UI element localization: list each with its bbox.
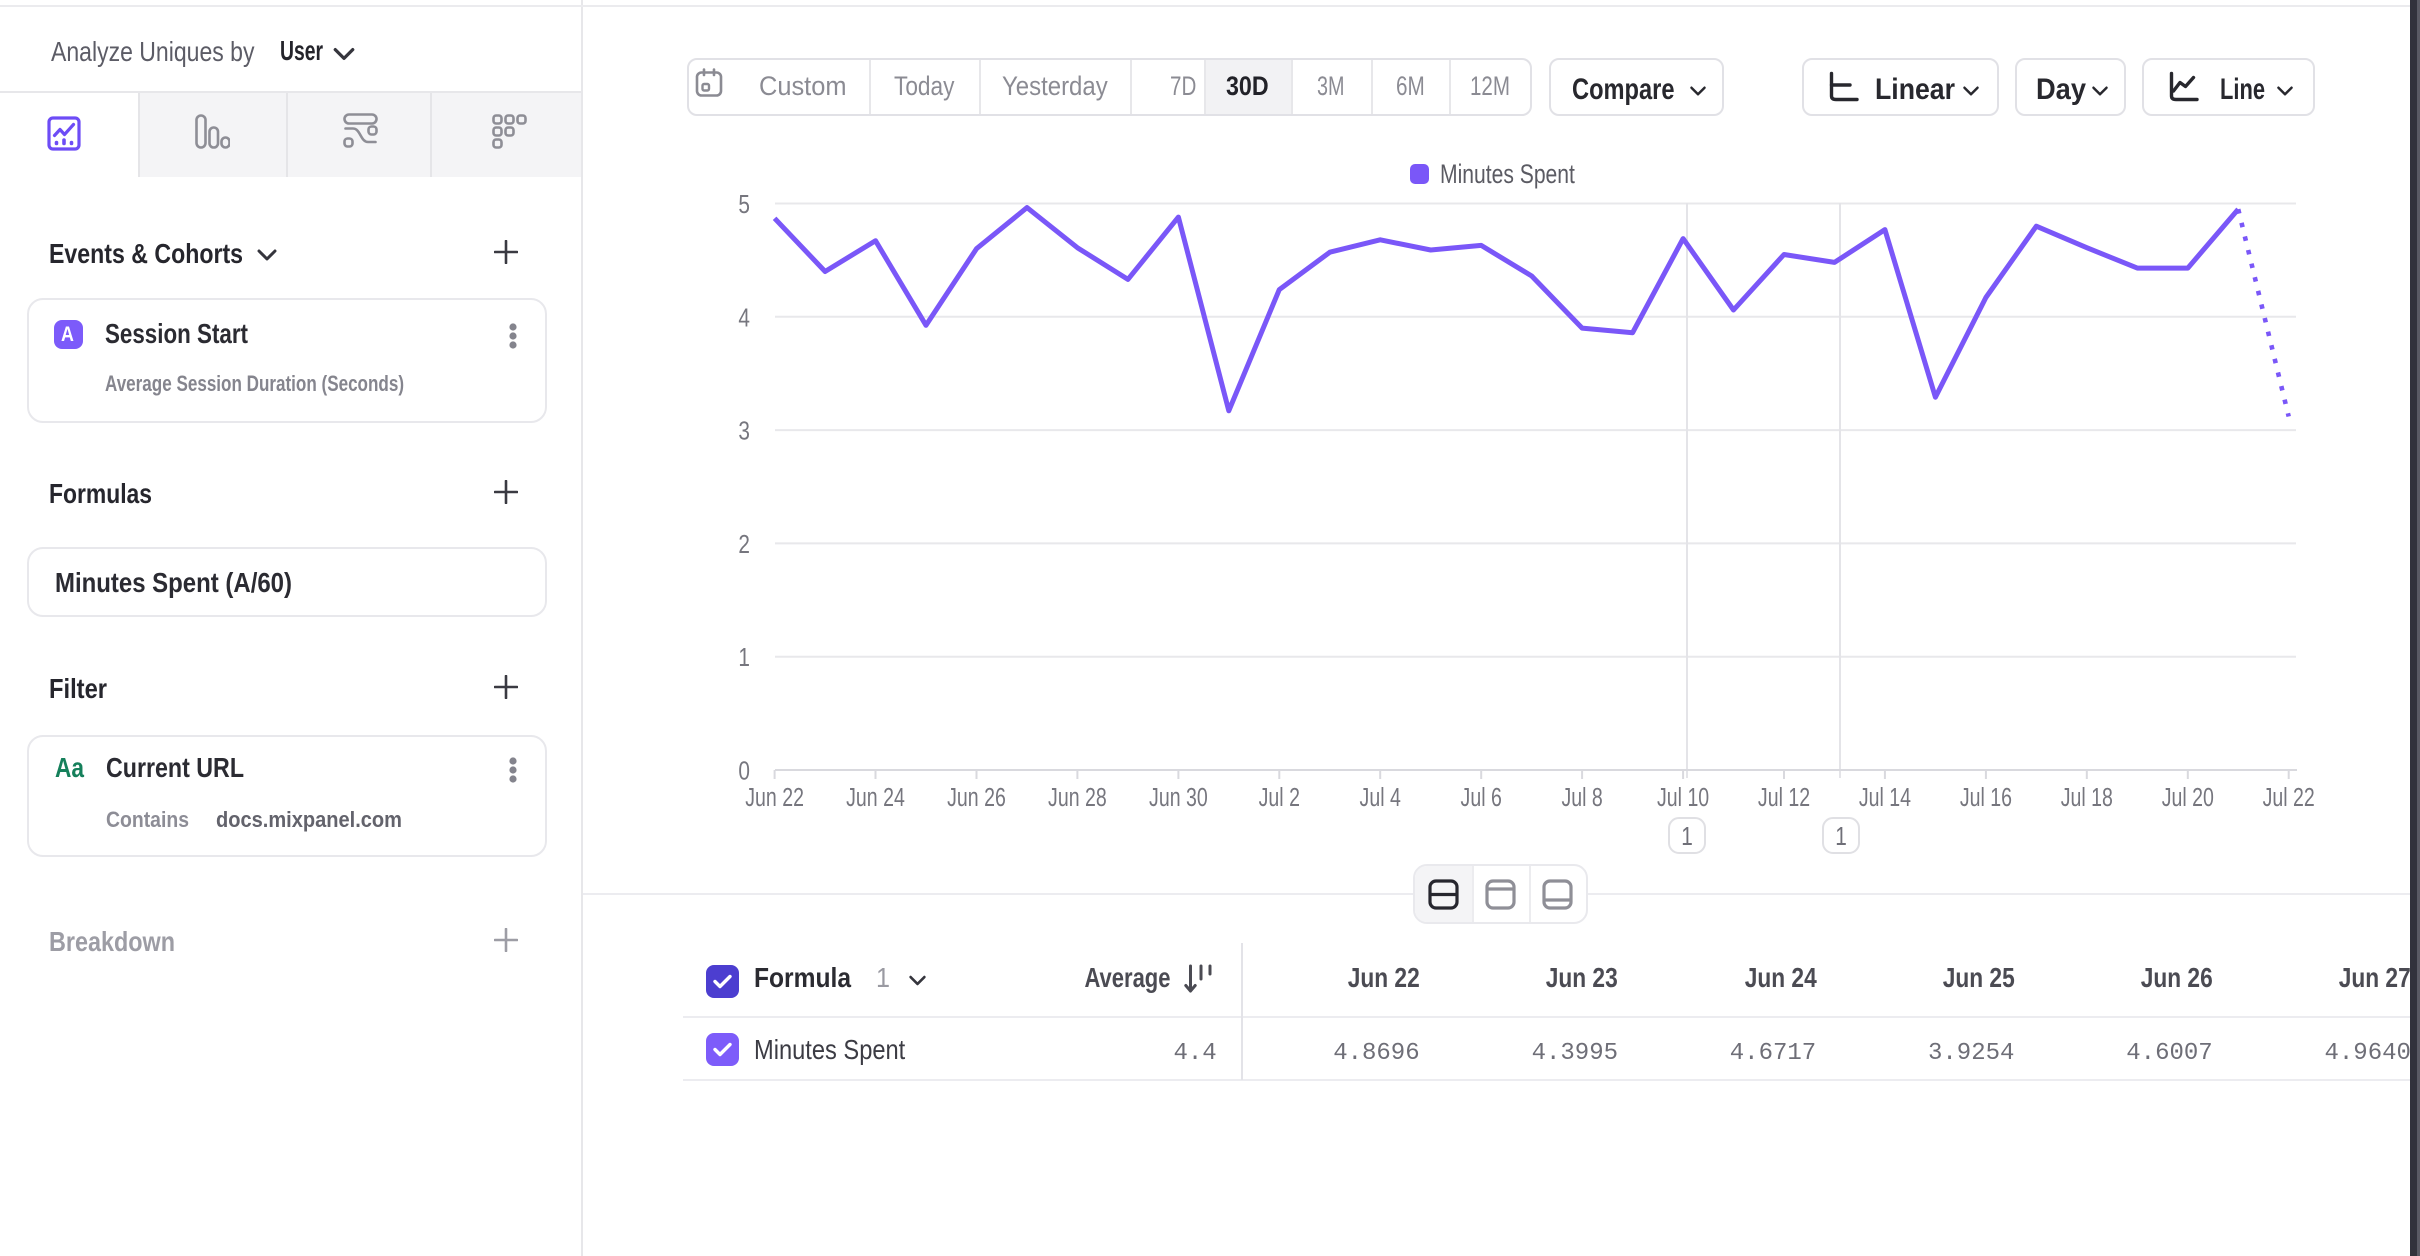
svg-text:Jul 2: Jul 2 — [1259, 782, 1300, 811]
svg-text:3: 3 — [738, 416, 750, 445]
svg-text:Jul 22: Jul 22 — [2263, 782, 2315, 811]
svg-text:Jun 28: Jun 28 — [1048, 782, 1107, 811]
svg-text:5: 5 — [738, 190, 750, 219]
svg-text:Jul 12: Jul 12 — [1758, 782, 1810, 811]
svg-text:Jul 14: Jul 14 — [1859, 782, 1911, 811]
svg-text:4: 4 — [738, 303, 750, 332]
svg-text:1: 1 — [1835, 822, 1847, 851]
svg-text:Jun 26: Jun 26 — [947, 782, 1006, 811]
svg-text:Jun 22: Jun 22 — [745, 782, 804, 811]
svg-text:Jul 20: Jul 20 — [2162, 782, 2214, 811]
svg-text:0: 0 — [738, 756, 750, 785]
svg-text:2: 2 — [738, 530, 750, 559]
svg-text:Jul 4: Jul 4 — [1360, 782, 1401, 811]
svg-text:Jul 10: Jul 10 — [1657, 782, 1709, 811]
svg-text:Jul 18: Jul 18 — [2061, 782, 2113, 811]
svg-text:Jul 6: Jul 6 — [1461, 782, 1502, 811]
svg-text:1: 1 — [1681, 822, 1693, 851]
svg-text:1: 1 — [738, 643, 750, 672]
svg-text:Jul 8: Jul 8 — [1561, 782, 1602, 811]
svg-text:Jul 16: Jul 16 — [1960, 782, 2012, 811]
svg-text:Minutes Spent: Minutes Spent — [1440, 160, 1575, 190]
svg-text:Jun 24: Jun 24 — [846, 782, 905, 811]
svg-text:Jun 30: Jun 30 — [1149, 782, 1208, 811]
